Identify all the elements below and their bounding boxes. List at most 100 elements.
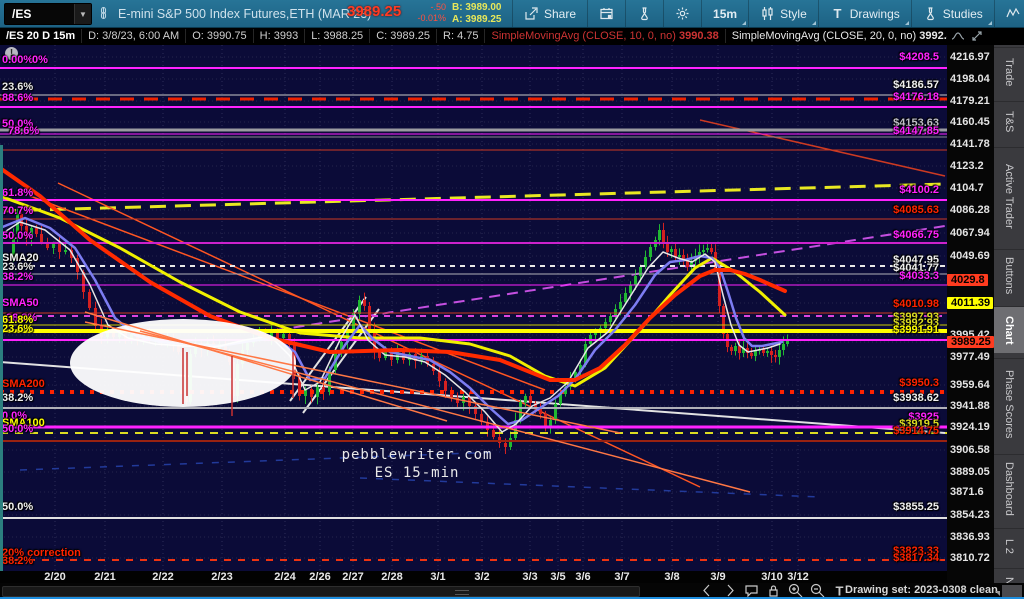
tab-label: Dashboard <box>1003 462 1015 516</box>
toolbar-button-studies[interactable]: Studies <box>910 0 994 27</box>
time-axis-label: 3/3 <box>522 571 538 583</box>
toolbar-button-analysis[interactable] <box>625 0 663 27</box>
time-axis-label: 2/20 <box>44 571 66 583</box>
toolbar-button-settings[interactable] <box>663 0 701 27</box>
price-axis-tick: 4104.7 <box>950 182 984 194</box>
time-axis-label: 2/23 <box>211 571 233 583</box>
active-window-edge <box>0 597 1024 599</box>
time-axis-label: 2/21 <box>94 571 116 583</box>
ohlc-field: R: 4.75 <box>437 29 486 43</box>
price-axis-tick: 3924.19 <box>950 421 990 433</box>
ohlc-field: C: 3989.25 <box>370 29 438 43</box>
chart-canvas[interactable] <box>0 45 947 571</box>
price-axis-tick: 3977.49 <box>950 351 990 363</box>
chevron-right-icon <box>727 584 734 596</box>
price-axis-tick: 4198.04 <box>950 73 990 85</box>
time-axis-label: 2/24 <box>274 571 296 583</box>
tab-buttons[interactable]: Buttons <box>994 249 1024 302</box>
bottom-zoom-out-button[interactable] <box>810 583 825 598</box>
price-axis-tick: 3889.05 <box>950 466 990 478</box>
tab-t-s[interactable]: T&S <box>994 101 1024 142</box>
price-axis-tick: 4160.45 <box>950 116 990 128</box>
fan-trendlines[interactable] <box>84 311 751 493</box>
trendlines[interactable] <box>0 119 946 498</box>
toolbar-button-patterns[interactable]: Patterns <box>993 0 1024 27</box>
bottom-zoom-in-button[interactable] <box>788 583 803 598</box>
curve-icon[interactable] <box>951 31 965 41</box>
price-axis-tick: 4216.97 <box>950 51 990 63</box>
price-level-lines[interactable] <box>0 67 947 561</box>
bottom-lock-button[interactable] <box>766 583 781 598</box>
study-value: 3992.43 <box>919 30 947 42</box>
tab-active-trader[interactable]: Active Trader <box>994 147 1024 244</box>
calendar-icon <box>600 8 613 20</box>
time-axis-label: 3/1 <box>430 571 446 583</box>
tab-dashboard[interactable]: Dashboard <box>994 454 1024 523</box>
flask-icon <box>641 7 648 21</box>
time-axis[interactable]: 2/20 2/21 2/22 2/23 2/24 2/26 2/27 2/28 3/1 3/2 3/… <box>0 571 947 583</box>
toolbar-button-style[interactable]: Style <box>748 0 818 27</box>
tab-label: Phase Scores <box>1003 369 1015 439</box>
resize-corner[interactable] <box>1002 585 1022 597</box>
time-axis-label: 3/5 <box>550 571 566 583</box>
symbol-selector[interactable]: /ES ▼ <box>4 3 92 25</box>
toolbar-button-drawings[interactable]: T Drawings <box>817 0 911 27</box>
toolbar-button-share[interactable]: Share <box>512 0 587 27</box>
price-axis-badge: 3989.25 <box>947 336 994 348</box>
price-axis-tick: 3906.58 <box>950 444 990 456</box>
svg-text:T: T <box>833 6 841 21</box>
price-axis-tick: 4179.21 <box>950 95 990 107</box>
bottom-chevron-right-button[interactable] <box>722 583 737 598</box>
time-axis-label: 3/6 <box>575 571 591 583</box>
pattern-icon <box>1006 7 1020 18</box>
chart-area[interactable]: ! pebblewriter.com ES 15-min 0.00% 0% 23.6… <box>0 45 947 571</box>
price-axis[interactable]: 4216.97 4198.04 4179.21 4160.45 4141.78 4123.… <box>947 45 994 583</box>
ohlc-field: H: 3993 <box>254 29 306 43</box>
toolbar-button-timeframe[interactable]: 15m <box>701 0 748 27</box>
horizontal-scrollbar[interactable] <box>2 586 640 597</box>
dropdown-fold-icon <box>742 21 747 25</box>
price-axis-tick: 3871.6 <box>950 486 984 498</box>
bottom-toolbar-icons: T <box>700 583 847 598</box>
tab-chart[interactable]: Chart <box>994 306 1024 353</box>
tab-l-2[interactable]: L 2 <box>994 528 1024 563</box>
toolbar-button-calendar[interactable] <box>587 0 625 27</box>
bottom-chevron-left-button[interactable] <box>700 583 715 598</box>
time-axis-label: 3/2 <box>474 571 490 583</box>
toolbar-button-label: Style <box>780 6 807 21</box>
price-axis-badge: 4011.39 <box>947 297 994 309</box>
grid <box>0 45 947 571</box>
expand-icon[interactable] <box>971 30 983 42</box>
bottom-bar: T Drawing set: 2023-0308 clean <box>0 583 1024 599</box>
svg-text:T: T <box>836 583 844 598</box>
study-label[interactable]: SimpleMovingAvg (CLOSE, 10, 0, no) 3990.… <box>485 29 726 43</box>
bottom-comment-button[interactable] <box>744 583 759 598</box>
bid-value: B: 3989.00 <box>452 2 502 13</box>
tab-label: Buttons <box>1003 257 1015 295</box>
chevron-down-icon[interactable]: ▼ <box>74 4 91 24</box>
candle-icon <box>762 7 773 20</box>
right-tab-strip: Trade T&S Active Trader Buttons Chart Phase S… <box>994 45 1024 599</box>
price-axis-badge: 4029.8 <box>947 274 988 286</box>
change-percent: -0.01% <box>417 13 446 23</box>
gear-icon <box>676 7 689 20</box>
change-value: -.50 <box>430 2 446 12</box>
study-label[interactable]: SimpleMovingAvg (CLOSE, 20, 0, no) 3992.… <box>726 29 947 43</box>
time-axis-label: 3/12 <box>787 571 809 583</box>
price-change: -.50 -0.01% <box>412 2 446 24</box>
drawing-set-caret-icon[interactable] <box>995 591 1000 596</box>
bottom-text-tool-button[interactable]: T <box>832 583 847 598</box>
toolbar-button-label: Studies <box>942 6 983 21</box>
tab-phase-scores[interactable]: Phase Scores <box>994 358 1024 449</box>
price-axis-tick: 3810.72 <box>950 552 990 564</box>
link-icon[interactable] <box>97 5 110 26</box>
chevron-left-icon <box>703 584 710 596</box>
tab-trade[interactable]: Trade <box>994 47 1024 96</box>
time-axis-label: 3/9 <box>710 571 726 583</box>
price-axis-tick: 4049.69 <box>950 250 990 262</box>
drawing-set-label[interactable]: Drawing set: 2023-0308 clean <box>845 584 998 596</box>
scrollbar-grip[interactable] <box>455 590 469 595</box>
ohlc-field: /ES 20 D 15m <box>0 29 83 43</box>
time-axis-label: 3/10 <box>761 571 783 583</box>
